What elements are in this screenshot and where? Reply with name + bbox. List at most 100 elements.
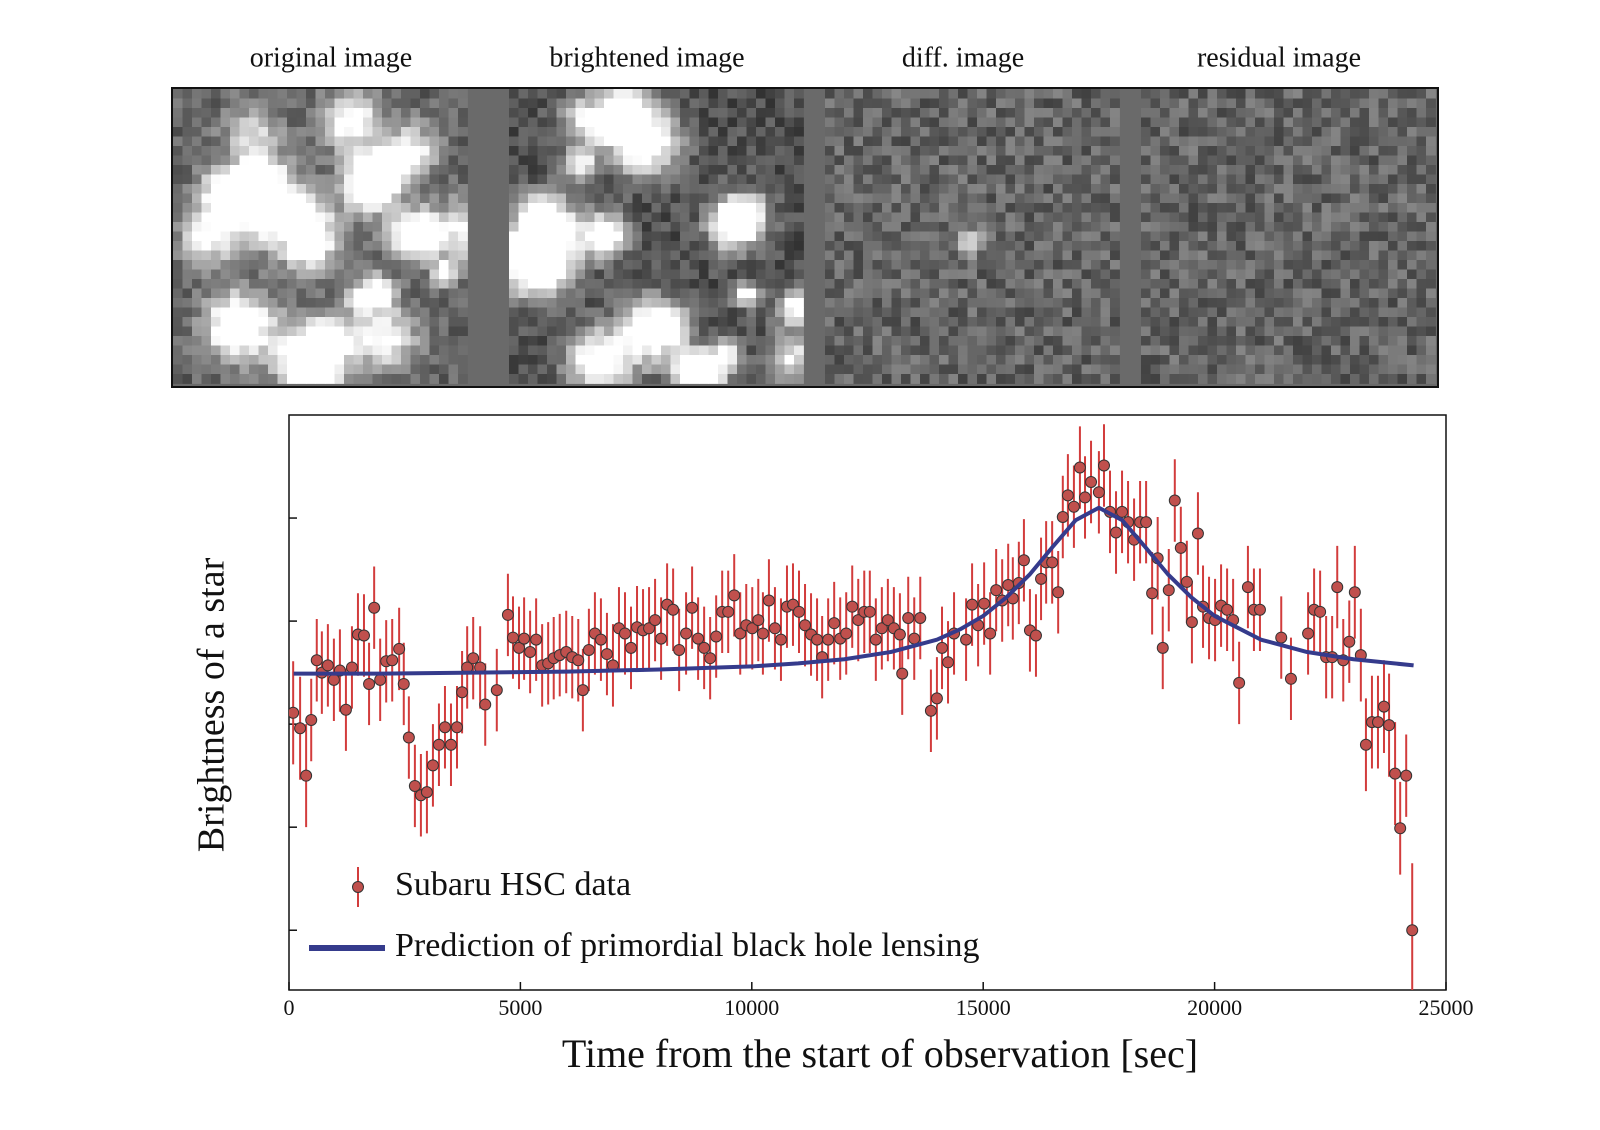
pixel — [765, 355, 776, 365]
pixel — [727, 250, 738, 261]
data-point — [667, 603, 680, 616]
pixel — [1169, 146, 1180, 156]
pixel — [727, 241, 738, 251]
pixel — [556, 317, 567, 327]
pixel — [372, 250, 383, 261]
pixel — [1245, 298, 1256, 308]
pixel — [1169, 155, 1180, 166]
pixel — [566, 127, 576, 137]
pixel — [1293, 193, 1303, 204]
pixel — [566, 326, 576, 337]
pixel — [296, 317, 307, 327]
pixel — [939, 260, 949, 270]
pixel — [765, 184, 776, 194]
pixel — [518, 279, 529, 289]
pixel — [382, 260, 392, 270]
pixel — [1034, 326, 1044, 337]
pixel — [708, 231, 719, 242]
pixel — [1407, 136, 1417, 147]
pixel — [718, 165, 728, 175]
pixel — [680, 250, 690, 261]
pixel — [1397, 127, 1408, 137]
pixel — [642, 117, 652, 128]
pixel — [268, 288, 278, 299]
pixel — [1426, 89, 1436, 99]
pixel — [1245, 260, 1256, 270]
pixel — [727, 260, 738, 270]
pixel — [575, 155, 586, 166]
pixel — [680, 127, 690, 137]
pixel — [173, 136, 183, 147]
pixel — [891, 279, 902, 289]
pixel — [173, 165, 183, 175]
pixel — [891, 288, 902, 299]
pixel — [775, 98, 785, 109]
pixel — [1321, 174, 1332, 185]
pixel — [680, 146, 690, 156]
pixel — [689, 250, 700, 261]
pixel — [794, 136, 804, 147]
pixel — [1053, 260, 1063, 270]
pixel — [1198, 222, 1208, 232]
pixel — [1005, 231, 1016, 242]
pixel — [410, 279, 421, 289]
pixel — [1369, 174, 1379, 185]
pixel — [977, 174, 987, 185]
pixel — [420, 174, 430, 185]
pixel — [1388, 364, 1398, 375]
pixel — [1024, 127, 1035, 137]
pixel — [642, 165, 652, 175]
pixel — [948, 184, 959, 194]
pixel — [1110, 364, 1120, 375]
pixel — [718, 117, 728, 128]
pixel — [509, 288, 519, 299]
pixel — [1043, 127, 1054, 137]
pixel — [623, 307, 633, 318]
pixel — [1397, 98, 1408, 109]
pixel — [794, 345, 804, 356]
pixel — [825, 288, 835, 299]
pixel — [391, 155, 402, 166]
pixel — [834, 374, 845, 384]
pixel — [528, 269, 538, 280]
pixel — [1150, 127, 1161, 137]
pixel — [1062, 288, 1073, 299]
pixel — [1388, 136, 1398, 147]
pixel — [967, 127, 978, 137]
pixel — [1426, 317, 1436, 327]
pixel — [1043, 364, 1054, 375]
pixel — [182, 269, 193, 280]
pixel — [287, 241, 297, 251]
pixel — [1091, 89, 1101, 99]
pixel — [1169, 241, 1180, 251]
pixel — [537, 222, 548, 232]
pixel — [661, 231, 671, 242]
pixel — [594, 203, 605, 213]
pixel — [718, 260, 728, 270]
pixel — [642, 89, 652, 99]
pixel — [1416, 317, 1427, 327]
pixel — [958, 269, 968, 280]
pixel — [1034, 184, 1044, 194]
pixel — [391, 298, 402, 308]
pixel — [882, 345, 892, 356]
pixel — [986, 212, 997, 223]
pixel — [670, 155, 681, 166]
pixel — [211, 212, 221, 223]
pixel — [239, 193, 250, 204]
pixel — [1141, 336, 1151, 346]
pixel — [429, 231, 440, 242]
pixel — [1062, 165, 1073, 175]
pixel — [882, 231, 892, 242]
pixel — [784, 155, 795, 166]
pixel — [958, 345, 968, 356]
pixel — [1416, 193, 1427, 204]
pixel — [967, 250, 978, 261]
pixel — [775, 203, 785, 213]
pixel — [220, 127, 231, 137]
pixel — [661, 98, 671, 109]
pixel — [575, 269, 586, 280]
pixel — [315, 184, 326, 194]
pixel — [699, 298, 709, 308]
pixel — [623, 364, 633, 375]
